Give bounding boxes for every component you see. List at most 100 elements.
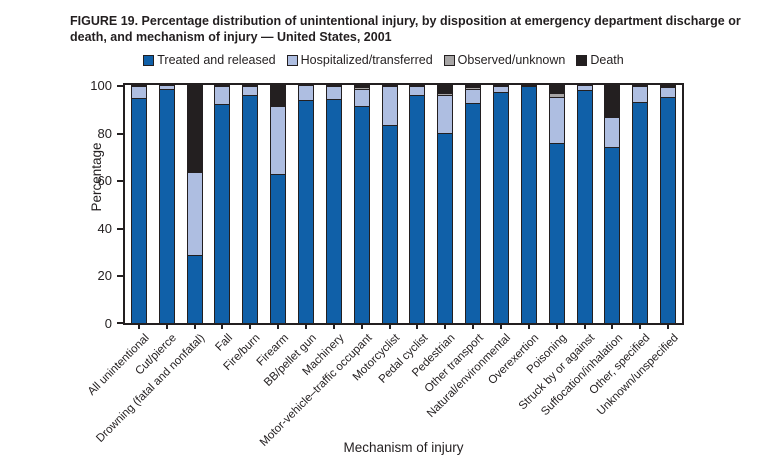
bar-segment xyxy=(466,102,481,323)
x-tick xyxy=(611,325,614,329)
y-tick xyxy=(117,227,123,230)
bar-segment xyxy=(466,87,481,89)
x-category-label: Drowning (fatal and nonfatal) xyxy=(94,332,208,445)
bar-segment xyxy=(577,89,592,323)
bar-segment xyxy=(326,86,341,100)
hospitalized-swatch-icon xyxy=(286,54,298,66)
bar xyxy=(660,85,677,323)
bar-segment xyxy=(354,85,369,88)
x-tick xyxy=(444,325,447,329)
bar-segment xyxy=(549,85,564,94)
legend: Treated and released Hospitalized/transf… xyxy=(0,53,767,67)
bar-segment xyxy=(661,87,676,97)
bar xyxy=(298,85,315,323)
bar xyxy=(158,85,175,323)
bar xyxy=(465,85,482,323)
x-tick xyxy=(527,325,530,329)
bar-segment xyxy=(243,94,258,323)
bar-segment xyxy=(299,85,314,101)
y-tick-label: 20 xyxy=(97,268,112,284)
bar xyxy=(492,85,509,323)
bar-segment xyxy=(633,85,648,87)
x-tick xyxy=(332,325,335,329)
bar-segment xyxy=(466,85,481,88)
y-tick-label: 0 xyxy=(104,316,112,331)
y-tick xyxy=(117,322,123,324)
bar xyxy=(409,85,426,323)
observed-swatch-icon xyxy=(443,54,455,66)
bar-segment xyxy=(466,88,481,103)
bar-segment xyxy=(549,93,564,97)
bar-segment xyxy=(382,85,397,87)
bar xyxy=(270,85,287,323)
y-tick-label: 40 xyxy=(97,220,112,236)
bar-segment xyxy=(271,106,286,175)
bar-segment xyxy=(159,85,174,89)
bar-segment xyxy=(549,143,564,323)
bar-segment xyxy=(243,85,258,87)
bar xyxy=(632,85,649,323)
y-tick-label: 80 xyxy=(97,125,112,141)
bar-segment xyxy=(215,85,230,87)
bar xyxy=(242,85,259,323)
bar-segment xyxy=(493,85,508,87)
y-tick xyxy=(117,85,123,87)
bar-segment xyxy=(438,132,453,323)
bar-segment xyxy=(438,85,453,94)
bar xyxy=(325,85,342,323)
bar-segment xyxy=(215,104,230,323)
bar xyxy=(437,85,454,323)
bar xyxy=(130,85,147,323)
bar-segment xyxy=(521,86,536,323)
bar xyxy=(604,85,621,323)
bar-segment xyxy=(605,117,620,147)
bar-segment xyxy=(410,94,425,323)
treated-swatch-icon xyxy=(143,54,155,66)
bar-segment xyxy=(493,86,508,93)
legend-item-observed: Observed/unknown xyxy=(443,53,566,67)
bar-segment xyxy=(187,255,202,323)
bar-segment xyxy=(131,85,146,87)
bar-segment xyxy=(438,94,453,133)
bar xyxy=(548,85,565,323)
bar-segment xyxy=(633,101,648,323)
x-tick xyxy=(193,325,196,329)
bar xyxy=(186,85,203,323)
x-tick xyxy=(221,325,224,329)
bar-segment xyxy=(605,115,620,118)
x-tick xyxy=(639,325,642,329)
bar-segment xyxy=(131,86,146,99)
x-tick xyxy=(388,325,391,329)
bar-segment xyxy=(382,125,397,323)
legend-label: Observed/unknown xyxy=(457,53,566,67)
bar-segment xyxy=(438,93,453,95)
bar xyxy=(520,85,537,323)
x-tick xyxy=(277,325,280,329)
legend-label: Death xyxy=(590,53,624,67)
legend-item-death: Death xyxy=(576,53,624,67)
bar-segment xyxy=(187,85,202,172)
y-tick xyxy=(117,180,123,183)
y-tick-label: 60 xyxy=(97,173,112,189)
bar-segment xyxy=(410,86,425,95)
plot-area xyxy=(123,83,684,325)
bar-segment xyxy=(159,88,174,323)
x-tick xyxy=(360,325,363,329)
bar-segment xyxy=(271,85,286,107)
y-tick xyxy=(117,132,123,135)
legend-label: Treated and released xyxy=(157,53,276,67)
legend-item-treated: Treated and released xyxy=(143,53,276,67)
bar-segment xyxy=(354,87,369,89)
bar-segment xyxy=(493,92,508,323)
bar-segment xyxy=(661,85,676,88)
bar xyxy=(381,85,398,323)
bar-segment xyxy=(299,100,314,323)
x-tick xyxy=(472,325,475,329)
x-tick xyxy=(499,325,502,329)
x-tick xyxy=(165,325,168,329)
x-tick xyxy=(416,325,419,329)
legend-label: Hospitalized/transferred xyxy=(300,53,433,67)
x-tick xyxy=(137,325,140,329)
bar-segment xyxy=(577,85,592,90)
bar-segment xyxy=(131,98,146,323)
